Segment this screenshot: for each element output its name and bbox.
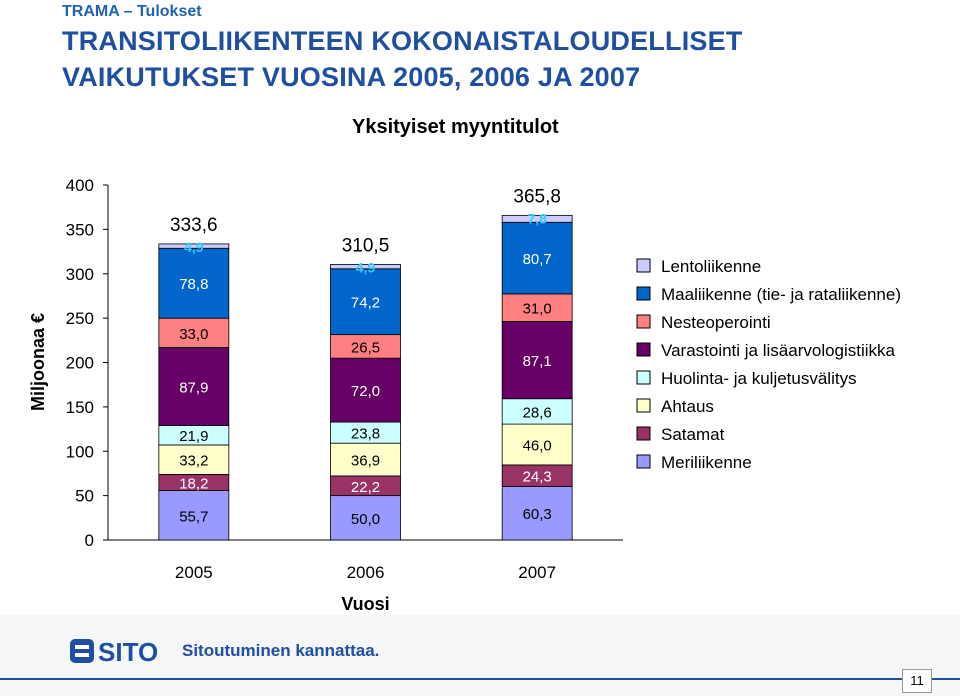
legend-label: Varastointi ja lisäarvologistiikka [661, 341, 896, 360]
bar-total-label: 310,5 [342, 235, 390, 256]
bar-segment-label: 7,8 [527, 210, 547, 226]
legend-swatch [636, 454, 651, 469]
legend-label: Nesteoperointi [661, 313, 771, 332]
legend-swatch [636, 398, 651, 413]
bar-segment-label: 55,7 [179, 508, 208, 525]
bar-segment-label: 31,0 [523, 301, 552, 318]
sito-tagline: Sitoutuminen kannattaa. [182, 641, 380, 660]
bar-segment-label: 33,0 [179, 326, 208, 343]
x-tick-label: 2006 [347, 563, 385, 582]
bar-segment [158, 490, 230, 541]
bar-segment [158, 247, 230, 319]
bar-segment-label: 21,9 [179, 428, 208, 445]
y-tick-label: 400 [66, 176, 94, 195]
bar-segment-label: 46,0 [523, 438, 552, 455]
chart-title: Yksityiset myyntitulot [352, 116, 559, 138]
bar-segment [330, 264, 401, 270]
legend-swatch [636, 426, 651, 441]
x-axis-label: Vuosi [341, 594, 389, 614]
bar-segment [330, 442, 401, 477]
y-axis-label: Miljoonaa € [28, 313, 48, 411]
legend-label: Lentoliikenne [661, 257, 761, 276]
bar-segment [501, 398, 573, 425]
x-tick-label: 2005 [175, 563, 213, 582]
bar-segment [158, 243, 230, 249]
slide-section-tag: TRAMA – Tulokset [62, 3, 202, 20]
legend-label: Huolinta- ja kuljetusvälitys [661, 369, 857, 388]
legend-swatch [636, 258, 651, 273]
page-title-line-2: VAIKUTUKSET VUOSINA 2005, 2006 JA 2007 [62, 62, 641, 92]
bar-segment [330, 495, 401, 541]
footer-divider [0, 678, 960, 680]
y-tick-label: 150 [66, 398, 94, 417]
sito-logo: SITO [70, 637, 158, 665]
footer-bar [0, 615, 960, 696]
bar-segment-label: 26,5 [351, 339, 380, 356]
bar-segment [158, 317, 230, 348]
bar-segment-label: 87,1 [523, 353, 552, 370]
bar-segment-label: 4,9 [184, 239, 204, 255]
bar-segment-label: 36,9 [351, 453, 380, 470]
page-number: 11 [902, 669, 932, 693]
bar-segment-label: 60,3 [523, 506, 552, 523]
legend-swatch [636, 370, 651, 385]
sito-logo-text: SITO [98, 637, 158, 665]
y-tick-label: 350 [66, 220, 94, 239]
bar-segment [501, 486, 573, 541]
legend-label: Satamat [661, 425, 725, 444]
bar-segment [501, 423, 573, 466]
y-tick-label: 50 [75, 487, 94, 506]
bar-segment [330, 268, 401, 336]
bar-segment-label: 33,2 [179, 453, 208, 470]
legend-label: Meriliikenne [661, 453, 752, 472]
bar-segment-label: 23,8 [351, 426, 380, 443]
bar-segment-label: 18,2 [179, 475, 208, 492]
bar-total-label: 333,6 [170, 215, 218, 236]
legend-swatch [636, 314, 651, 329]
bar-segment-label: 4,9 [356, 259, 376, 275]
bar-segment [501, 221, 573, 295]
bar-segment [501, 214, 573, 223]
bar-segment-label: 50,0 [351, 511, 380, 528]
bar-segment-label: 74,2 [351, 295, 380, 312]
bar-segment-label: 80,7 [523, 251, 552, 268]
bar-segment-label: 28,6 [523, 404, 552, 421]
bar-segment-label: 78,8 [179, 276, 208, 293]
y-tick-label: 300 [66, 265, 94, 284]
bar-segment [158, 444, 230, 475]
bar-segment-label: 24,3 [523, 469, 552, 486]
page-title-line-1: TRANSITOLIIKENTEEN KOKONAISTALOUDELLISET [62, 26, 743, 56]
legend-label: Maaliikenne (tie- ja rataliikenne) [661, 285, 901, 304]
y-tick-label: 0 [85, 531, 94, 550]
bar-segment-label: 72,0 [351, 383, 380, 400]
bar-segment [501, 293, 573, 322]
y-tick-label: 200 [66, 354, 94, 373]
y-tick-label: 250 [66, 309, 94, 328]
stacked-bar-chart: 0 50 100 150 200 250 300 350 400 Miljoonaa € 55,7 1… [28, 176, 901, 614]
legend-swatch [636, 286, 651, 301]
bar-segment-label: 87,9 [179, 380, 208, 397]
x-tick-label: 2007 [518, 563, 556, 582]
bar-segment-label: 22,2 [351, 479, 380, 496]
y-tick-label: 100 [66, 442, 94, 461]
bar-total-label: 365,8 [513, 186, 561, 207]
legend-label: Ahtaus [661, 397, 714, 416]
bar-segment [501, 321, 573, 400]
legend-swatch [636, 342, 651, 357]
